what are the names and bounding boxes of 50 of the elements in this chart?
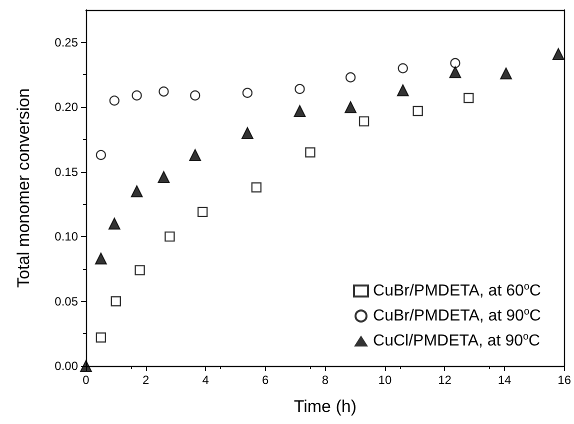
point bbox=[189, 148, 202, 161]
x-axis-title: Time (h) bbox=[294, 397, 356, 416]
y-tick-label: 0.05 bbox=[54, 294, 78, 308]
point bbox=[108, 218, 120, 230]
point bbox=[294, 84, 305, 94]
y-tick-label: 0.25 bbox=[54, 35, 78, 50]
y-tick-label: 0.15 bbox=[54, 164, 78, 179]
point bbox=[305, 147, 316, 158]
point bbox=[241, 126, 254, 139]
point bbox=[110, 296, 121, 306]
point bbox=[294, 104, 306, 117]
point bbox=[412, 106, 423, 116]
y-tick-label: 0.10 bbox=[54, 230, 78, 244]
point bbox=[109, 96, 120, 106]
point bbox=[500, 67, 512, 80]
point bbox=[552, 48, 564, 60]
point bbox=[158, 170, 170, 183]
point bbox=[190, 90, 200, 101]
y-axis-title: Total monomer conversion bbox=[14, 88, 33, 288]
point bbox=[345, 72, 356, 82]
point bbox=[94, 252, 107, 265]
y-tick-label: 0.00 bbox=[54, 359, 78, 373]
x-tick-label: 8 bbox=[322, 373, 329, 387]
point bbox=[450, 58, 460, 68]
x-tick-label: 14 bbox=[498, 373, 512, 387]
point bbox=[464, 92, 474, 104]
point bbox=[358, 116, 370, 126]
point bbox=[134, 265, 145, 276]
x-tick-label: 2 bbox=[142, 373, 150, 387]
x-tick-label: 6 bbox=[262, 373, 270, 387]
y-tick-label: 0.20 bbox=[54, 100, 78, 114]
point bbox=[344, 101, 357, 114]
point bbox=[132, 90, 142, 101]
point bbox=[449, 66, 462, 78]
point bbox=[96, 150, 106, 160]
x-tick-label: 16 bbox=[558, 373, 572, 387]
point bbox=[242, 88, 253, 98]
x-tick-label: 4 bbox=[202, 373, 210, 387]
point bbox=[251, 182, 262, 192]
point bbox=[164, 231, 175, 242]
point bbox=[80, 360, 92, 372]
point bbox=[130, 185, 143, 198]
point bbox=[197, 206, 208, 218]
x-tick-label: 12 bbox=[438, 373, 452, 387]
point bbox=[158, 86, 169, 97]
point bbox=[396, 84, 409, 96]
x-tick-label: 0 bbox=[82, 373, 90, 387]
point bbox=[96, 332, 106, 343]
point bbox=[398, 63, 408, 74]
x-tick-label: 10 bbox=[378, 373, 392, 387]
